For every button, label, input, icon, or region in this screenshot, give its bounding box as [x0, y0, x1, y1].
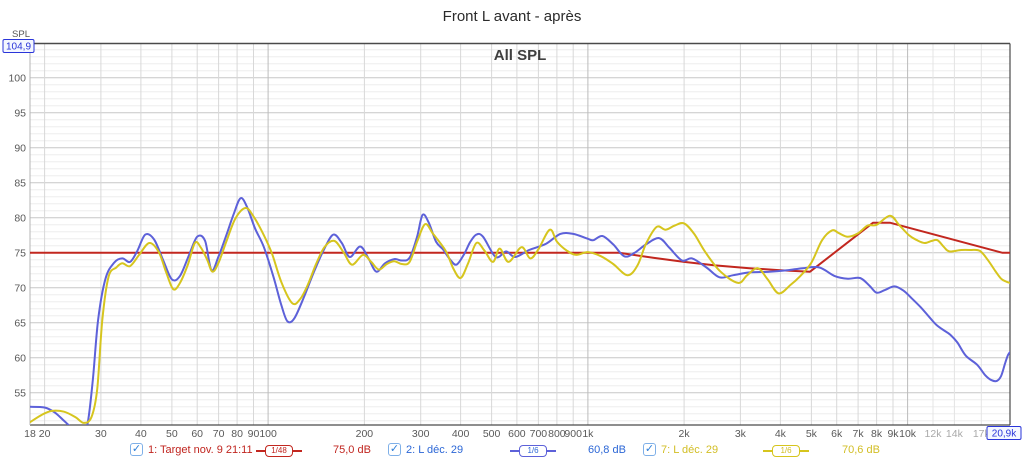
x-tick-label: 8k: [871, 428, 883, 440]
y-tick-label: 65: [14, 317, 26, 329]
series-curve-3: [30, 207, 1010, 424]
x-tick-label: 40: [135, 428, 147, 440]
page-title: Front L avant - après: [443, 8, 582, 25]
y-tick-label: 80: [14, 212, 26, 224]
trace-3-smoothing-icon: 1/6: [763, 445, 809, 457]
y-tick-label: 75: [14, 247, 26, 259]
x-tick-label: 900: [564, 428, 582, 440]
y-tick-label: 90: [14, 142, 26, 154]
x-tick-label: 30: [95, 428, 107, 440]
spl-chart: Front L avant - après All SPL 100 95 90 85 8…: [2, 8, 1022, 440]
x-tick-label: 7k: [853, 428, 865, 440]
x-tick-label: 6k: [831, 428, 843, 440]
x-tick-label: 20: [39, 428, 51, 440]
x-tick-label: 2k: [679, 428, 691, 440]
x-tick-label: 4k: [775, 428, 787, 440]
x-tick-label: 800: [548, 428, 566, 440]
trace-1-label[interactable]: 1: Target nov. 9 21:11: [148, 444, 253, 456]
y-tick-label: 60: [14, 352, 26, 364]
y-tick-label: 85: [14, 177, 26, 189]
trace-3-label[interactable]: 7: L déc. 29: [661, 444, 719, 456]
x-tick-label: 300: [412, 428, 430, 440]
trace-1-smoothing-icon: 1/48: [256, 445, 302, 457]
plot-border: [29, 42, 1011, 426]
trace-legend: ✓ 1: Target nov. 9 21:11 1/48 75,0 dB ✓ …: [0, 442, 1024, 462]
x-tick-label: 12k: [925, 428, 943, 440]
y-tick-label: 55: [14, 387, 26, 399]
y-axis-ticks: 100 95 90 85 80 75 70 65 60 55: [8, 72, 26, 399]
trace-3-smoothing-badge: 1/6: [772, 445, 800, 457]
x-tick-label: 700: [530, 428, 548, 440]
series-curve-2: [30, 197, 1010, 425]
x-axis-max-value[interactable]: 20,9k: [992, 429, 1017, 440]
x-tick-label: 18: [24, 428, 36, 440]
y-tick-label: 70: [14, 282, 26, 294]
plot-heading: All SPL: [494, 47, 547, 64]
trace-2-smoothing-icon: 1/6: [510, 445, 556, 457]
x-tick-label: 60: [191, 428, 203, 440]
trace-2-level: 60,8 dB: [588, 444, 626, 456]
trace-3-level: 70,6 dB: [842, 444, 880, 456]
y-tick-label: 100: [8, 72, 26, 84]
x-tick-label: 70: [213, 428, 225, 440]
x-tick-label: 9k: [887, 428, 899, 440]
trace-1-smoothing-badge: 1/48: [265, 445, 293, 457]
trace-2-label[interactable]: 2: L déc. 29: [406, 444, 464, 456]
x-tick-label: 200: [356, 428, 374, 440]
trace-2-checkbox[interactable]: ✓: [388, 443, 401, 456]
y-axis-title: SPL: [12, 29, 30, 40]
y-axis-max-value[interactable]: 104,9: [6, 42, 31, 53]
curves: [30, 197, 1010, 425]
x-tick-label: 5k: [806, 428, 818, 440]
y-tick-label: 95: [14, 107, 26, 119]
trace-2-smoothing-badge: 1/6: [519, 445, 547, 457]
x-tick-label: 17k: [973, 428, 991, 440]
trace-3-checkbox[interactable]: ✓: [643, 443, 656, 456]
x-tick-label: 90: [248, 428, 260, 440]
y-axis-max-box[interactable]: 104,9: [2, 39, 35, 53]
x-tick-label: 500: [483, 428, 501, 440]
x-axis-max-box[interactable]: 20,9k: [986, 426, 1022, 440]
x-tick-label: 80: [231, 428, 243, 440]
x-tick-label: 14k: [946, 428, 964, 440]
x-tick-label: 100: [259, 428, 277, 440]
x-tick-label: 3k: [735, 428, 747, 440]
x-tick-label: 10k: [899, 428, 917, 440]
x-tick-label: 50: [166, 428, 178, 440]
trace-1-level: 75,0 dB: [333, 444, 371, 456]
x-tick-label: 1k: [582, 428, 594, 440]
grid: [30, 43, 1010, 425]
trace-1-checkbox[interactable]: ✓: [130, 443, 143, 456]
series-curve-1: [30, 221, 1010, 273]
x-tick-label: 600: [508, 428, 526, 440]
x-tick-label: 400: [452, 428, 470, 440]
x-axis-ticks: 18 20 30 40 50 60 70 80 90 100 200 300 400 500 600 700 8…: [24, 428, 990, 440]
